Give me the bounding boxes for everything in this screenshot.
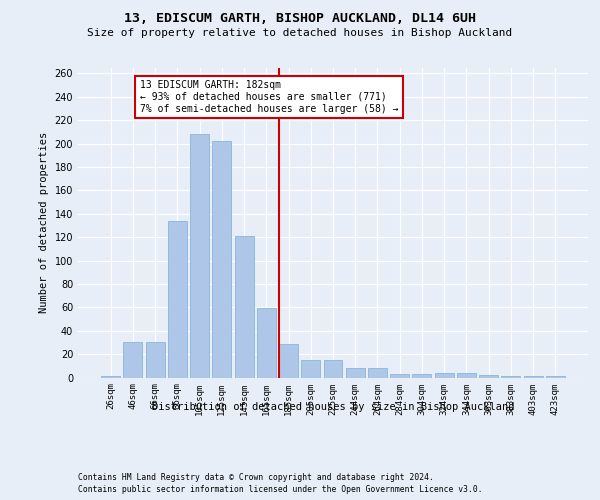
- Bar: [212, 141, 231, 378]
- Bar: [435, 373, 454, 378]
- Text: 13, EDISCUM GARTH, BISHOP AUCKLAND, DL14 6UH: 13, EDISCUM GARTH, BISHOP AUCKLAND, DL14…: [124, 12, 476, 26]
- Bar: [301, 360, 320, 378]
- Bar: [257, 308, 276, 378]
- Bar: [412, 374, 431, 378]
- Bar: [390, 374, 409, 378]
- Bar: [502, 376, 520, 378]
- Text: Size of property relative to detached houses in Bishop Auckland: Size of property relative to detached ho…: [88, 28, 512, 38]
- Bar: [168, 220, 187, 378]
- Bar: [146, 342, 164, 378]
- Bar: [190, 134, 209, 378]
- Bar: [524, 376, 542, 378]
- Bar: [546, 376, 565, 378]
- Text: Contains HM Land Registry data © Crown copyright and database right 2024.: Contains HM Land Registry data © Crown c…: [78, 472, 434, 482]
- Y-axis label: Number of detached properties: Number of detached properties: [39, 132, 49, 313]
- Bar: [279, 344, 298, 378]
- Bar: [457, 373, 476, 378]
- Bar: [323, 360, 343, 378]
- Text: 13 EDISCUM GARTH: 182sqm
← 93% of detached houses are smaller (771)
7% of semi-d: 13 EDISCUM GARTH: 182sqm ← 93% of detach…: [140, 80, 398, 114]
- Bar: [235, 236, 254, 378]
- Text: Distribution of detached houses by size in Bishop Auckland: Distribution of detached houses by size …: [152, 402, 514, 412]
- Bar: [101, 376, 120, 378]
- Bar: [479, 375, 498, 378]
- Text: Contains public sector information licensed under the Open Government Licence v3: Contains public sector information licen…: [78, 485, 482, 494]
- Bar: [124, 342, 142, 378]
- Bar: [346, 368, 365, 378]
- Bar: [368, 368, 387, 378]
